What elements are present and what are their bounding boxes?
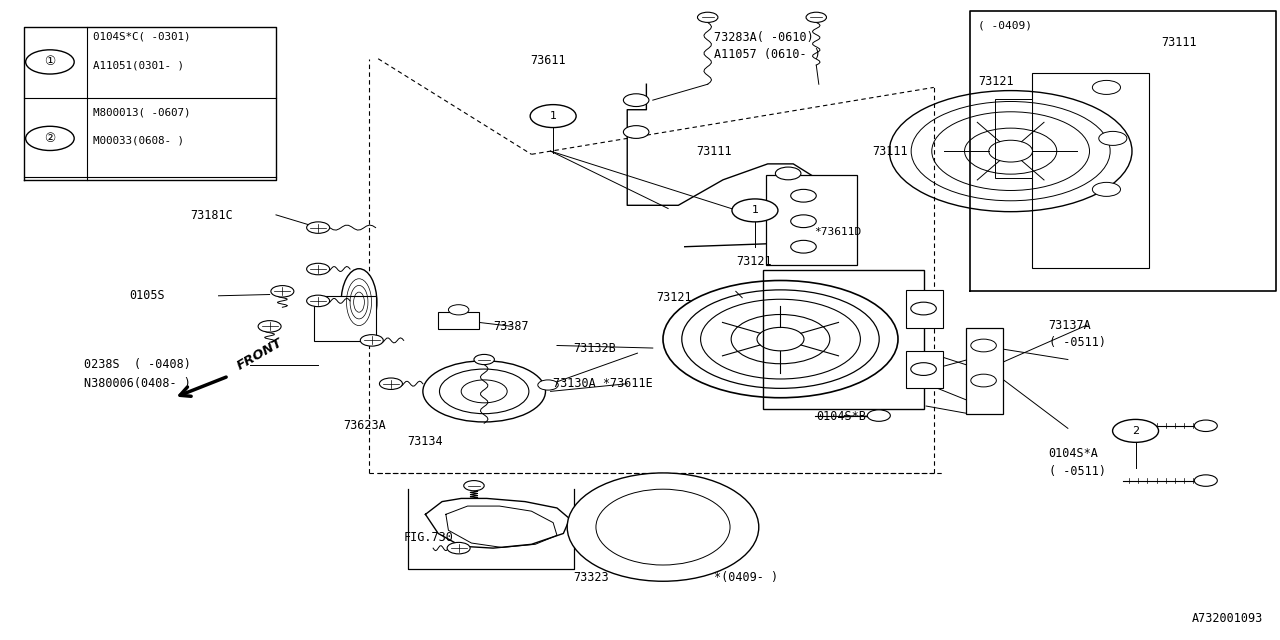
Circle shape	[307, 295, 330, 307]
Circle shape	[474, 355, 494, 365]
Circle shape	[1194, 420, 1217, 431]
Text: A732001093: A732001093	[1192, 612, 1263, 625]
Circle shape	[911, 363, 936, 376]
FancyBboxPatch shape	[1033, 73, 1148, 268]
Text: 73623A: 73623A	[344, 419, 387, 431]
Circle shape	[463, 481, 484, 491]
Text: ( -0511): ( -0511)	[1048, 465, 1106, 478]
Text: 0104S*C( -0301): 0104S*C( -0301)	[93, 31, 191, 42]
Circle shape	[538, 380, 558, 390]
Circle shape	[448, 305, 468, 315]
Circle shape	[26, 126, 74, 150]
Text: 0104S*A: 0104S*A	[1048, 447, 1098, 460]
FancyBboxPatch shape	[315, 296, 375, 341]
Circle shape	[259, 321, 282, 332]
Text: 73137A: 73137A	[1048, 319, 1092, 332]
Text: A11057 (0610- ): A11057 (0610- )	[714, 49, 820, 61]
Text: FRONT: FRONT	[236, 336, 285, 372]
Text: M00033(0608- ): M00033(0608- )	[93, 135, 184, 145]
Text: 0238S  ( -0408): 0238S ( -0408)	[84, 358, 191, 371]
Circle shape	[26, 50, 74, 74]
Circle shape	[776, 167, 801, 180]
Circle shape	[806, 12, 827, 22]
FancyBboxPatch shape	[767, 175, 858, 264]
FancyBboxPatch shape	[996, 99, 1033, 178]
Circle shape	[1092, 81, 1120, 95]
Text: 73611: 73611	[530, 54, 566, 67]
Text: 0104S*B: 0104S*B	[817, 410, 867, 423]
Text: *(0409- ): *(0409- )	[714, 571, 778, 584]
Circle shape	[307, 222, 330, 234]
Text: ②: ②	[45, 132, 55, 145]
Text: FIG.730: FIG.730	[403, 531, 453, 545]
FancyBboxPatch shape	[906, 290, 942, 328]
Circle shape	[732, 199, 778, 222]
Text: 73323: 73323	[573, 571, 609, 584]
Text: 0105S: 0105S	[129, 289, 165, 302]
Circle shape	[791, 189, 817, 202]
FancyBboxPatch shape	[438, 312, 479, 329]
Text: 1: 1	[751, 205, 759, 216]
Text: A11051(0301- ): A11051(0301- )	[93, 60, 184, 70]
Ellipse shape	[567, 473, 759, 581]
FancyBboxPatch shape	[763, 269, 924, 408]
Text: *73611D: *73611D	[814, 227, 861, 237]
Circle shape	[1098, 131, 1126, 145]
Text: 73121: 73121	[657, 291, 692, 304]
Text: 73111: 73111	[1161, 36, 1197, 49]
Text: 73111: 73111	[873, 145, 908, 158]
Text: 73132B: 73132B	[573, 342, 617, 355]
Circle shape	[791, 241, 817, 253]
Circle shape	[1092, 182, 1120, 196]
Text: 73134: 73134	[407, 435, 443, 447]
Circle shape	[911, 302, 936, 315]
Text: 73130A *73611E: 73130A *73611E	[553, 377, 653, 390]
Circle shape	[970, 339, 996, 352]
Circle shape	[868, 410, 891, 421]
Circle shape	[307, 263, 330, 275]
Circle shape	[623, 94, 649, 106]
Text: 73121: 73121	[736, 255, 772, 268]
Text: N380006(0408- ): N380006(0408- )	[84, 377, 191, 390]
Circle shape	[447, 542, 470, 554]
Circle shape	[530, 104, 576, 127]
FancyBboxPatch shape	[906, 351, 942, 388]
Circle shape	[698, 12, 718, 22]
Text: ( -0511): ( -0511)	[1048, 337, 1106, 349]
Circle shape	[623, 125, 649, 138]
Text: 1: 1	[549, 111, 557, 121]
Circle shape	[1194, 475, 1217, 486]
Circle shape	[271, 285, 294, 297]
Text: 73283A( -0610): 73283A( -0610)	[714, 31, 814, 44]
Circle shape	[1112, 419, 1158, 442]
Text: 73121: 73121	[978, 74, 1014, 88]
Text: 2: 2	[1132, 426, 1139, 436]
Text: 73387: 73387	[493, 320, 529, 333]
Text: 73111: 73111	[696, 145, 732, 158]
Circle shape	[379, 378, 402, 390]
Circle shape	[791, 215, 817, 228]
Text: M800013( -0607): M800013( -0607)	[93, 108, 191, 117]
Text: 73181C: 73181C	[191, 209, 233, 222]
Circle shape	[360, 335, 383, 346]
Ellipse shape	[342, 269, 376, 335]
Circle shape	[970, 374, 996, 387]
Text: ①: ①	[45, 56, 55, 68]
FancyBboxPatch shape	[965, 328, 1002, 413]
Text: ( -0409): ( -0409)	[978, 20, 1033, 31]
